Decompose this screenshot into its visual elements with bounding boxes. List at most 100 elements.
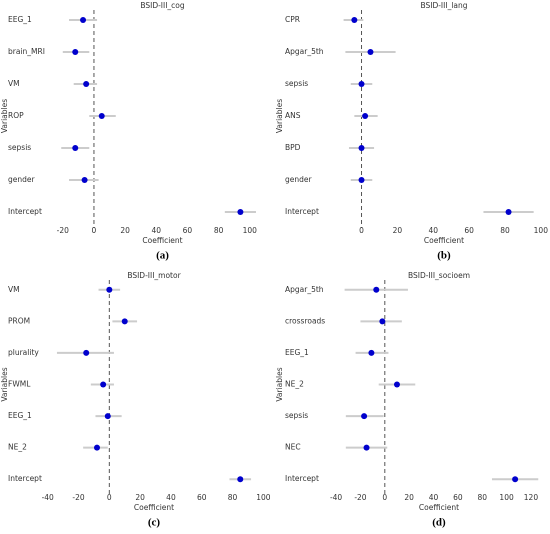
x-tick-label: 100	[534, 226, 549, 235]
x-tick-label: 120	[524, 493, 539, 502]
x-tick-label: 80	[214, 226, 224, 235]
coefficient-point	[358, 145, 365, 151]
x-tick-label: 80	[228, 493, 238, 502]
x-tick-label: 100	[499, 493, 514, 502]
panel-title: BSID-III_socioem	[408, 271, 470, 280]
x-axis-label: Coefficient	[134, 503, 174, 512]
y-tick-label: Intercept	[8, 207, 42, 216]
y-axis-label: Variables	[275, 367, 284, 401]
x-tick-label: -20	[354, 493, 366, 502]
coefficient-point	[362, 113, 369, 119]
x-tick-label: 60	[453, 493, 463, 502]
x-tick-label: 80	[477, 493, 487, 502]
x-tick-label: 40	[151, 226, 161, 235]
caption: (a)	[156, 250, 169, 262]
coefficient-point	[367, 49, 374, 55]
y-tick-label: sepsis	[8, 143, 31, 152]
y-tick-label: EEG_1	[285, 348, 309, 357]
y-tick-label: sepsis	[285, 411, 308, 420]
y-axis-label: Variables	[0, 367, 9, 401]
coefficient-point	[368, 349, 375, 356]
x-tick-label: 60	[183, 226, 193, 235]
coefficient-point	[393, 381, 400, 388]
coefficient-point	[505, 209, 512, 215]
y-tick-label: crossroads	[285, 316, 325, 325]
coefficient-point	[72, 145, 79, 151]
y-tick-label: gender	[285, 175, 313, 184]
y-tick-label: Intercept	[8, 474, 42, 483]
x-tick-label: 20	[393, 226, 403, 235]
x-tick-label: 20	[135, 493, 145, 502]
x-tick-label: 60	[197, 493, 207, 502]
x-tick-label: -20	[57, 226, 69, 235]
x-tick-label: -40	[42, 493, 54, 502]
x-axis-label: Coefficient	[424, 236, 464, 245]
y-tick-label: gender	[8, 175, 36, 184]
caption: (b)	[437, 250, 451, 262]
x-tick-label: 100	[256, 493, 271, 502]
coefficient-point	[81, 177, 88, 183]
coefficient-point	[379, 318, 386, 325]
x-tick-label: 0	[359, 226, 364, 235]
y-tick-label: VM	[8, 285, 20, 294]
y-tick-label: Intercept	[285, 207, 319, 216]
coefficient-point	[94, 444, 100, 451]
y-tick-label: NE_2	[8, 443, 27, 452]
coefficient-point	[83, 81, 90, 87]
panel-title: BSID-III_lang	[420, 1, 467, 10]
coefficient-point	[80, 17, 87, 23]
coefficient-point	[358, 177, 365, 183]
y-tick-label: ANS	[285, 111, 301, 120]
y-tick-label: Intercept	[285, 474, 319, 483]
x-axis-label: Coefficient	[142, 236, 182, 245]
x-tick-label: 20	[120, 226, 130, 235]
x-tick-label: 40	[429, 493, 439, 502]
x-tick-label: 60	[464, 226, 474, 235]
coefficient-point	[121, 318, 128, 325]
x-tick-label: 0	[382, 493, 387, 502]
x-tick-label: 80	[500, 226, 510, 235]
coefficient-point	[363, 444, 370, 451]
panel-title: BSID-III_motor	[127, 271, 181, 280]
y-tick-label: plurality	[8, 348, 39, 357]
coefficient-point	[373, 286, 380, 293]
y-tick-label: EEG_1	[8, 15, 32, 24]
x-tick-label: 0	[92, 226, 97, 235]
coefficient-point	[83, 349, 90, 356]
coefficient-point	[72, 49, 79, 55]
coefficient-point	[98, 113, 105, 119]
y-tick-label: VM	[8, 79, 20, 88]
coefficient-point	[361, 413, 368, 420]
y-tick-label: NEC	[285, 443, 301, 452]
panel-title: BSID-III_cog	[140, 1, 185, 10]
y-tick-label: CPR	[285, 15, 300, 24]
y-tick-label: sepsis	[285, 79, 308, 88]
caption: (d)	[432, 517, 446, 529]
x-tick-label: 100	[243, 226, 258, 235]
coefficient-point	[512, 476, 519, 483]
coefficient-point	[351, 17, 358, 23]
y-tick-label: Apgar_5th	[285, 285, 324, 294]
x-tick-label: -40	[330, 493, 342, 502]
coefficient-point	[100, 381, 107, 388]
x-tick-label: -20	[72, 493, 84, 502]
coefficient-point	[358, 81, 365, 87]
y-tick-label: BPD	[285, 143, 301, 152]
y-tick-label: Apgar_5th	[285, 47, 324, 56]
coefficient-point	[237, 209, 244, 215]
y-tick-label: brain_MRI	[8, 47, 45, 56]
coefficient-point	[106, 286, 113, 293]
y-tick-label: ROP	[8, 111, 24, 120]
x-tick-label: 40	[428, 226, 438, 235]
y-tick-label: EEG_1	[8, 411, 32, 420]
coefficient-point	[237, 476, 244, 483]
x-tick-label: 0	[107, 493, 112, 502]
y-tick-label: NE_2	[285, 380, 304, 389]
x-tick-label: 40	[166, 493, 176, 502]
y-axis-label: Variables	[275, 99, 284, 133]
coefficient-point	[104, 413, 111, 420]
caption: (c)	[148, 517, 161, 529]
x-axis-label: Coefficient	[419, 503, 459, 512]
y-tick-label: PROM	[8, 316, 30, 325]
